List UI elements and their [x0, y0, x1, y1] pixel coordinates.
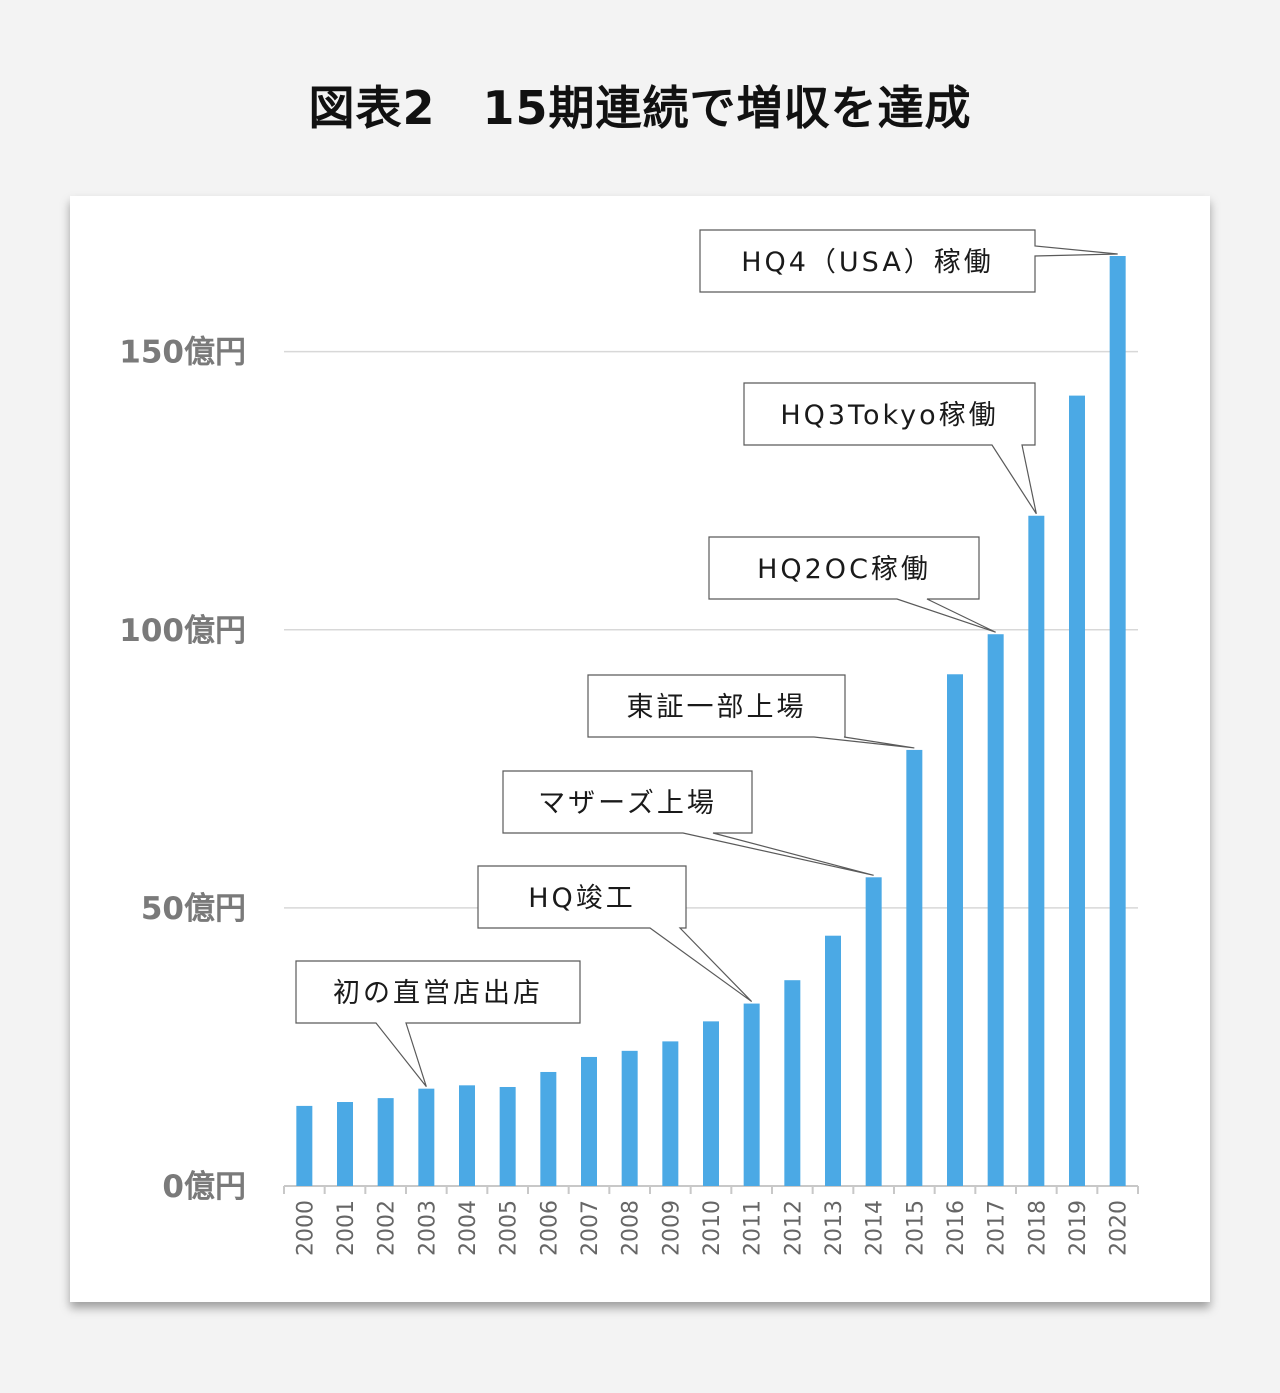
x-tick-label: 2002 — [375, 1200, 400, 1256]
axis-labels: 0億円 50億円 100億円 150億円 2000 2001 2002 2003 2004 200… — [119, 335, 1131, 1256]
callout: HQ2OC稼働 — [708, 536, 996, 633]
y-tick-label: 0億円 — [162, 1169, 246, 1205]
bar — [499, 1086, 516, 1186]
callout-box — [708, 536, 996, 633]
bar — [459, 1085, 475, 1186]
x-tick-label: 2000 — [293, 1200, 318, 1256]
y-tick-label: 150億円 — [119, 335, 246, 371]
bar — [743, 1003, 760, 1186]
callout: HQ3Tokyo稼働 — [743, 382, 1037, 515]
x-tick-label: 2013 — [822, 1200, 847, 1256]
x-tick-label: 2004 — [456, 1200, 481, 1256]
callout-label: 東証一部上場 — [627, 692, 807, 723]
bar — [337, 1102, 353, 1186]
callout-box — [295, 960, 581, 1088]
bar — [825, 935, 841, 1186]
x-tick-label: 2015 — [903, 1200, 928, 1256]
callout-label: HQ竣工 — [528, 883, 636, 914]
chart-title: 図表2 15期連続で増収を達成 — [308, 81, 972, 135]
callout-label: マザーズ上場 — [538, 788, 717, 819]
bars — [296, 256, 1126, 1187]
x-tick-label: 2005 — [497, 1200, 522, 1256]
bar — [296, 1105, 313, 1186]
x-tick-label: 2020 — [1107, 1200, 1132, 1256]
bar — [377, 1098, 394, 1186]
x-tick-label: 2018 — [1025, 1200, 1050, 1256]
bar — [418, 1088, 435, 1186]
bar — [1069, 395, 1085, 1187]
bar — [662, 1041, 679, 1186]
x-tick-label: 2014 — [863, 1200, 888, 1256]
callout-box — [743, 382, 1037, 515]
callout-box — [502, 770, 874, 876]
chart-card: 初の直営店出店 HQ竣工 マザーズ上場 東証一部上場 HQ2OC稼働 HQ3Tokyo稼働… — [70, 196, 1210, 1302]
x-tick-label: 2001 — [334, 1200, 359, 1256]
bar — [621, 1050, 638, 1186]
bar — [1028, 515, 1045, 1186]
bar — [947, 674, 963, 1186]
callout-label: HQ3Tokyo稼働 — [780, 400, 998, 431]
callout-box — [587, 674, 915, 749]
callout: HQ4（USA）稼働 — [699, 229, 1118, 293]
callout: HQ竣工 — [477, 865, 753, 1003]
x-tick-label: 2011 — [741, 1200, 766, 1256]
x-tick-label: 2007 — [578, 1200, 603, 1256]
x-tick-label: 2009 — [659, 1200, 684, 1256]
x-tick-label: 2008 — [619, 1200, 644, 1256]
bar — [987, 634, 1004, 1186]
callout-box — [699, 229, 1118, 293]
x-tick-label: 2003 — [415, 1200, 440, 1256]
bar — [703, 1021, 719, 1186]
x-tick-label: 2017 — [985, 1200, 1010, 1256]
y-tick-label: 50億円 — [141, 891, 246, 927]
bar — [865, 877, 882, 1186]
y-tick-label: 100億円 — [119, 613, 246, 649]
callout: マザーズ上場 — [502, 770, 874, 876]
x-tick-label: 2019 — [1066, 1200, 1091, 1256]
callouts: 初の直営店出店 HQ竣工 マザーズ上場 東証一部上場 HQ2OC稼働 HQ3Tokyo稼働… — [295, 229, 1118, 1088]
callout: 初の直営店出店 — [295, 960, 581, 1088]
callout-label: HQ4（USA）稼働 — [741, 247, 994, 278]
callout-label: 初の直営店出店 — [333, 978, 543, 1009]
x-tick-label: 2006 — [537, 1200, 562, 1256]
callout-label: HQ2OC稼働 — [757, 554, 931, 585]
x-tick-label: 2010 — [700, 1200, 725, 1256]
bar — [906, 749, 923, 1186]
bar — [784, 980, 801, 1186]
bar — [1109, 256, 1126, 1186]
x-tick-label: 2016 — [944, 1200, 969, 1256]
bar — [540, 1071, 557, 1186]
callout-box — [477, 865, 753, 1003]
callout: 東証一部上場 — [587, 674, 915, 749]
bar — [581, 1056, 597, 1186]
x-tick-label: 2012 — [781, 1200, 806, 1256]
bar-chart: 初の直営店出店 HQ竣工 マザーズ上場 東証一部上場 HQ2OC稼働 HQ3Tokyo稼働… — [119, 229, 1139, 1256]
